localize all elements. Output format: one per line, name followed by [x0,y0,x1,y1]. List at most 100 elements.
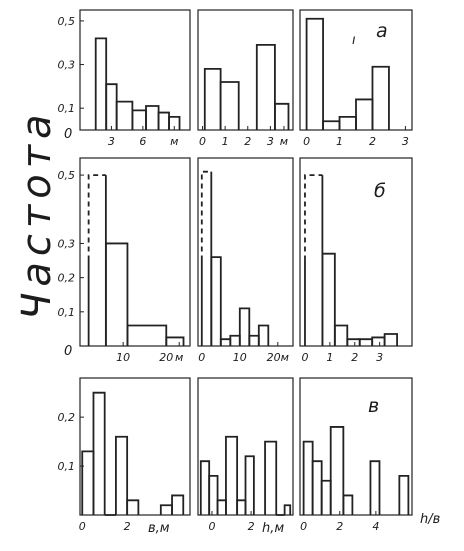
histogram-panel: 0 1 2 3 [299,9,413,148]
x-tick-label: 0 [198,351,205,364]
histogram-bin-dashed-edge [304,174,323,261]
histogram-bin [371,336,386,346]
histogram-bin [81,450,95,515]
x-tick-label: 0 [303,135,310,148]
x-tick-label: 0 [301,351,308,364]
histogram-bin [321,252,336,346]
histogram-bin [302,440,314,515]
row-letter-b: б [374,180,386,202]
panel-frame [79,377,191,516]
panel-frame [79,157,191,347]
x-tick-label: 2 [369,135,376,148]
histogram-bin [322,120,341,130]
width-axis-label: в,м [148,521,170,536]
x-tick-label: 1 [326,351,333,364]
x-tick-label: 2 [351,351,358,364]
top-middle-mark: ı [352,33,356,48]
histogram-bin [94,37,108,130]
histogram-bin [311,460,323,515]
histogram-bin [145,105,160,130]
x-tick-label: 4 [372,520,379,533]
histogram-bin [346,338,361,346]
histogram-bin [305,17,324,130]
x-tick-label: м [280,135,288,148]
histogram-panel: 0,1 0,3 0,5 3 6 м [58,9,191,148]
histogram-bin [355,98,374,130]
histogram-bin [131,109,147,130]
ratio-axis-label: h/в [420,512,440,527]
histogram-bin [255,44,276,130]
histogram-bin [165,336,185,346]
histogram-bin-dashed-edge [200,170,212,261]
x-tick-label: 6 [139,135,146,148]
histogram-bin [320,479,332,515]
histogram-panel: 0,1 0,2 0 2 [58,377,191,533]
histogram-bin [199,460,211,515]
y-tick-label: 0,3 [58,59,76,72]
histogram-bin [210,256,222,346]
histogram-bin [105,83,118,130]
y-tick-label: 0,1 [58,460,76,473]
histogram-bin [333,324,349,346]
x-tick-label: м [170,135,178,148]
x-tick-label: 0 [79,520,86,533]
histogram-panel: 0 10 20м [197,157,294,364]
histogram-bin [257,324,270,346]
x-tick-label: м [175,351,183,364]
histogram-bin [274,102,290,130]
x-tick-label: 0 [208,520,215,533]
histogram-bin [342,494,354,515]
x-tick-label: 3 [108,135,115,148]
histogram-bin [104,242,129,346]
x-tick-label: 0 [199,135,206,148]
histogram-bin [168,116,181,130]
y-tick-label: 0,1 [58,306,76,319]
histogram-bin [159,504,173,515]
histogram-bin [229,334,241,346]
origin-label: 0 [64,127,72,142]
panel-frame [299,377,413,516]
y-tick-label: 0,3 [58,237,76,250]
x-tick-label: 2 [244,135,251,148]
panel-frame [197,9,294,131]
histogram-bin [244,455,255,515]
x-tick-label: 20м [267,351,289,364]
y-tick-label: 0,2 [58,411,76,424]
panel-frame [79,9,191,131]
histogram-bin [92,391,106,515]
histogram-bin [171,494,185,515]
y-tick-label: 0,5 [58,15,76,28]
histogram-bin [248,334,260,346]
histogram-bin [115,100,134,130]
histogram-bin [219,338,232,346]
histogram-bin [157,111,170,130]
histogram-bin [208,474,219,515]
x-tick-label: 3 [376,351,383,364]
x-tick-label: 10 [116,351,130,364]
row-letter-v: в [368,395,379,417]
histogram-bin [369,460,381,515]
y-axis-title: Частота [14,108,60,320]
histogram-bin [338,116,357,130]
panel-frame [299,157,413,347]
histogram-bin [126,324,168,346]
x-tick-label: 3 [267,135,274,148]
histogram-bin [203,68,222,130]
histogram-bin [383,333,398,346]
y-tick-label: 0,1 [58,102,76,115]
histogram-bin [358,338,374,346]
x-tick-label: 1 [336,135,343,148]
histogram-bin [225,435,239,515]
histogram-panel: 0,1 0,2 0,3 0,5 10 20 м [58,157,191,364]
height-axis-label: h,м [262,521,284,536]
histogram-bin [216,499,227,515]
x-tick-label: 10 [233,351,247,364]
histogram-bin [238,307,251,346]
histogram-bin [115,435,129,515]
histogram-bin [329,426,345,515]
y-tick-label: 0,5 [58,169,76,182]
x-tick-label: 1 [222,135,229,148]
histogram-bin [371,65,390,130]
